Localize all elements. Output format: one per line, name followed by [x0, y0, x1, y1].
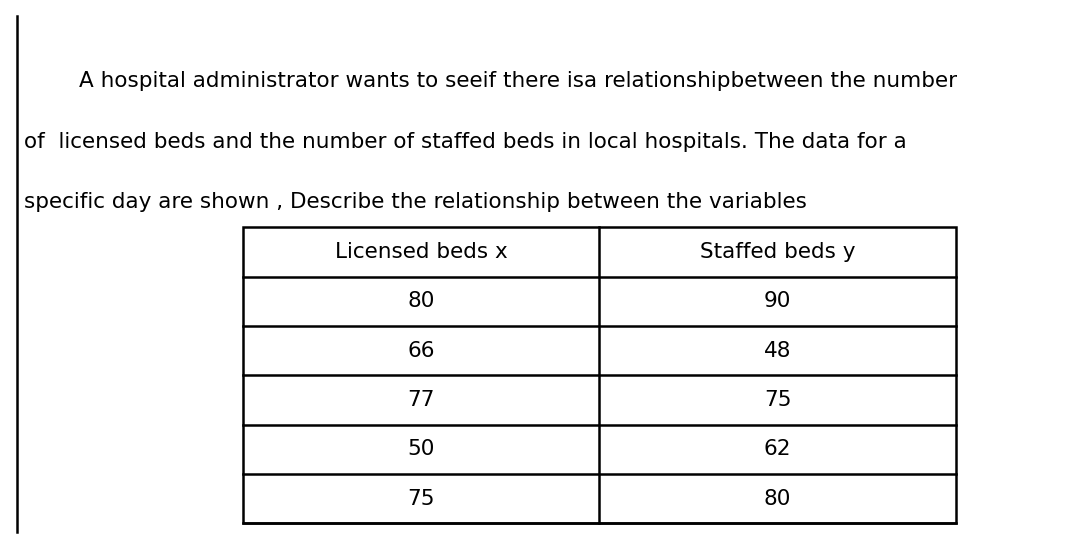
Text: 90: 90	[764, 292, 792, 311]
Text: 75: 75	[407, 489, 435, 509]
Text: specific day are shown , Describe the relationship between the variables: specific day are shown , Describe the re…	[24, 192, 807, 212]
Text: Licensed beds x: Licensed beds x	[335, 242, 508, 262]
Text: 80: 80	[764, 489, 792, 509]
Text: 77: 77	[407, 390, 435, 410]
Text: 62: 62	[764, 439, 792, 459]
Text: Staffed beds y: Staffed beds y	[700, 242, 855, 262]
Text: 80: 80	[407, 292, 435, 311]
Text: A hospital administrator wants to seeif there isa relationshipbetween the number: A hospital administrator wants to seeif …	[24, 71, 957, 91]
Text: 48: 48	[764, 341, 792, 361]
Text: 50: 50	[407, 439, 435, 459]
Text: of  licensed beds and the number of staffed beds in local hospitals. The data fo: of licensed beds and the number of staff…	[24, 132, 906, 151]
Text: 66: 66	[407, 341, 435, 361]
Text: 75: 75	[764, 390, 792, 410]
